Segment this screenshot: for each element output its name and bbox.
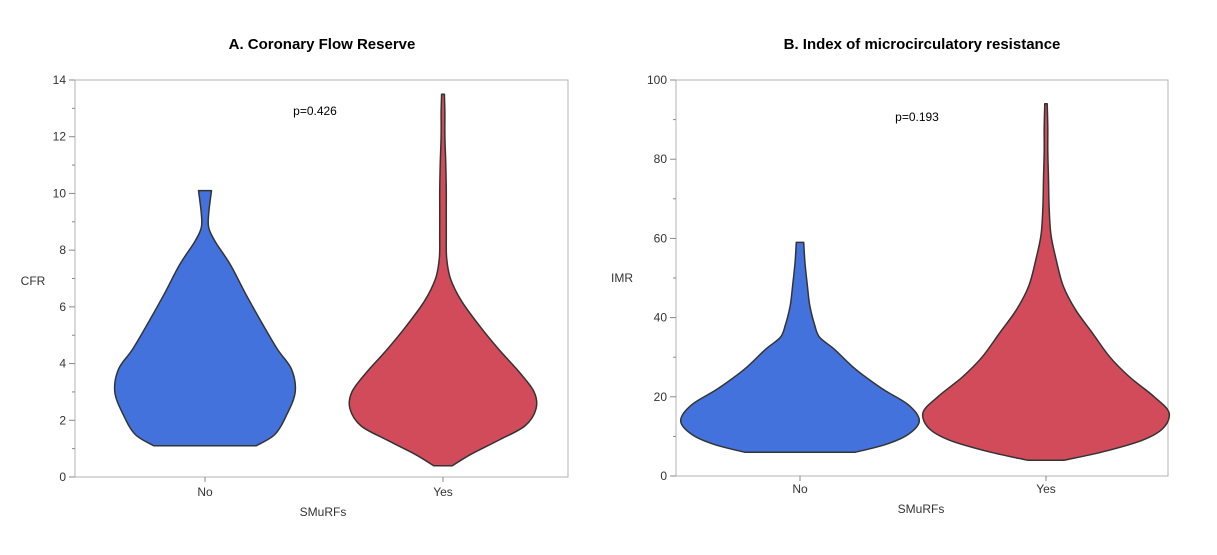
y-tick-label: 8: [59, 243, 66, 257]
y-tick-label: 2: [59, 413, 66, 427]
chart-title: A. Coronary Flow Reserve: [229, 36, 416, 53]
x-tick-label: Yes: [433, 485, 453, 499]
x-tick-label: No: [792, 482, 808, 496]
violin-no: [679, 241, 921, 453]
y-tick-label: 6: [59, 300, 66, 314]
y-tick-label: 4: [59, 357, 66, 371]
y-tick-label: 100: [647, 73, 667, 87]
p-value-annotation: p=0.193: [895, 110, 939, 124]
y-tick-label: 0: [660, 469, 667, 483]
y-axis-label: IMR: [611, 271, 633, 285]
x-axis-label: SMuRFs: [300, 505, 347, 519]
violin-no: [113, 189, 297, 447]
y-tick-label: 60: [654, 231, 668, 245]
panel-b: B. Index of microcirculatory resistance …: [611, 36, 1171, 516]
y-tick-label: 80: [654, 152, 668, 166]
x-axis-label: SMuRFs: [898, 502, 945, 516]
violin-yes: [348, 93, 538, 467]
y-tick-label: 0: [59, 470, 66, 484]
x-tick-label: Yes: [1036, 482, 1056, 496]
chart-title: B. Index of microcirculatory resistance: [784, 36, 1061, 53]
y-axis-label: CFR: [21, 274, 46, 288]
y-tick-label: 40: [654, 311, 668, 325]
p-value-annotation: p=0.426: [293, 104, 337, 118]
x-tick-label: No: [197, 485, 213, 499]
y-tick-label: 10: [53, 186, 67, 200]
y-tick-label: 12: [53, 130, 67, 144]
y-tick-label: 14: [53, 73, 67, 87]
panel-a: A. Coronary Flow Reserve CFR SMuRFs p=0.…: [21, 36, 569, 519]
violin-yes: [921, 103, 1171, 461]
y-tick-label: 20: [654, 390, 668, 404]
